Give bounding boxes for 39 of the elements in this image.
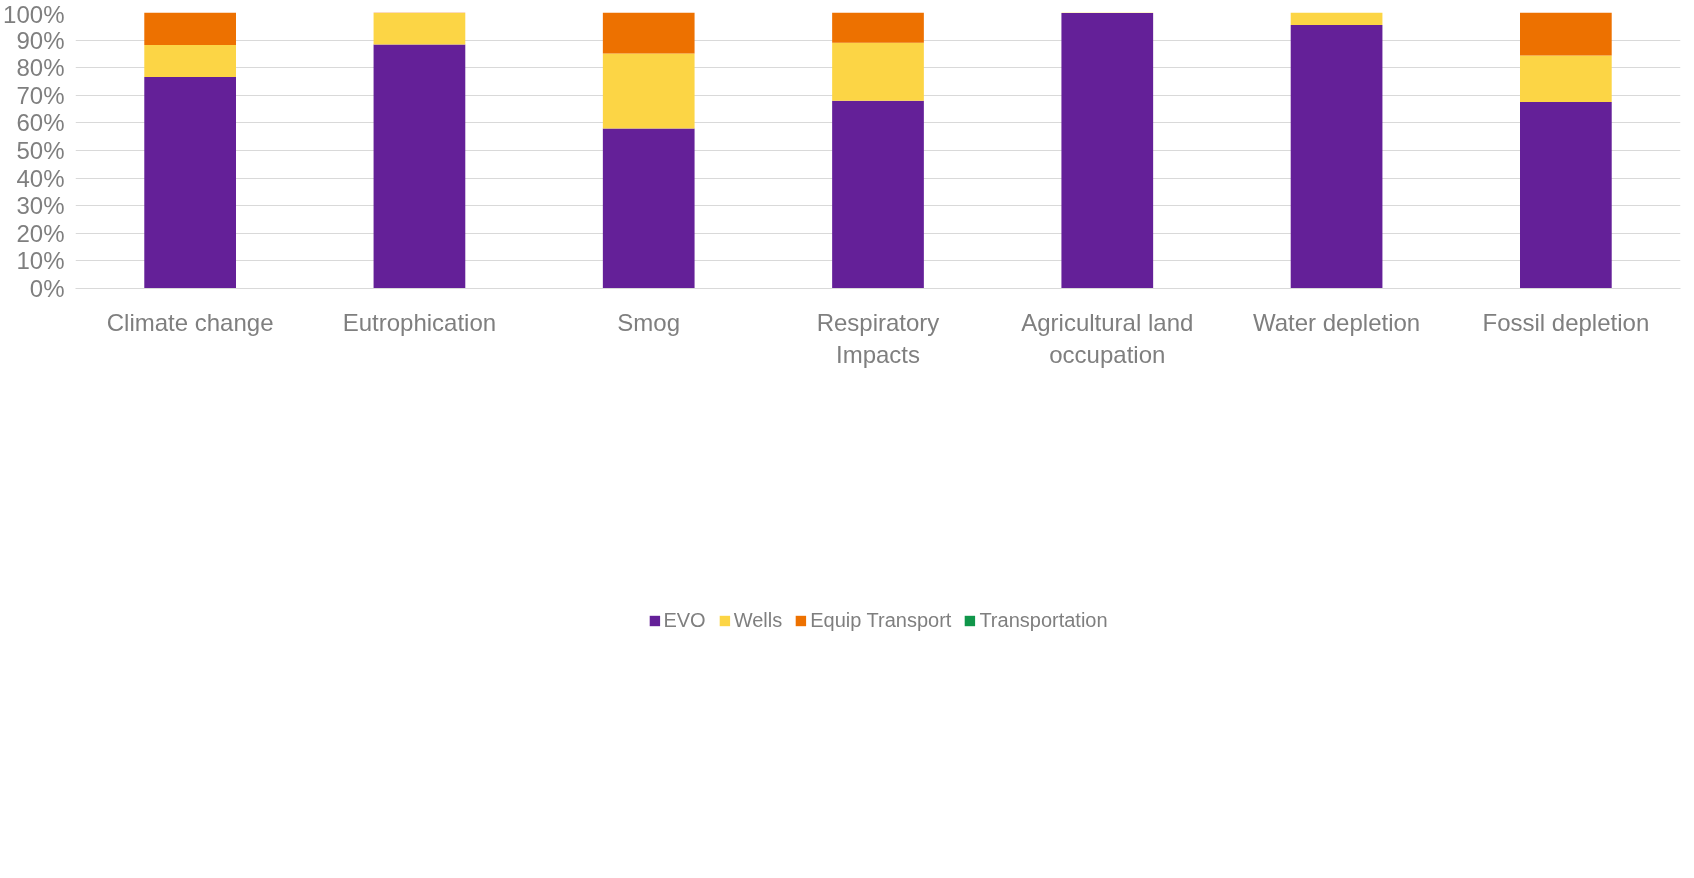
bar [832, 12, 924, 43]
legend-label: Transportation [979, 608, 1108, 632]
bar [144, 12, 236, 46]
y-tick-label: 70% [16, 81, 65, 109]
legend-label: Wells [733, 608, 783, 632]
bar [1520, 55, 1612, 102]
bar [373, 13, 466, 45]
y-tick-label: 20% [16, 219, 65, 247]
bar [144, 45, 236, 78]
x-tick-label: Eutrophication [342, 308, 497, 336]
y-tick-label: 100% [3, 0, 65, 28]
y-tick-label: 10% [16, 247, 65, 275]
y-tick-label: 80% [16, 54, 65, 82]
bar [602, 53, 695, 129]
bar [1520, 101, 1612, 289]
x-tick-label: Agricultural land occupation [1021, 308, 1194, 368]
x-tick-label: Fossil depletion [1482, 308, 1650, 336]
bar [1290, 24, 1383, 289]
x-tick-label: Respiratory Impacts [816, 308, 940, 368]
y-tick-label: 40% [16, 164, 65, 192]
x-tick-label: Smog [617, 308, 681, 336]
y-tick-label: 90% [16, 26, 65, 54]
y-tick-label: 0% [29, 275, 65, 302]
bar [1061, 13, 1154, 289]
bar [144, 77, 236, 289]
legend-label: EVO [663, 608, 706, 632]
x-tick-label: Water depletion [1252, 308, 1421, 336]
bar [602, 128, 695, 289]
bar [1520, 12, 1612, 56]
y-tick-label: 50% [16, 137, 65, 164]
bar [602, 12, 695, 54]
x-tick-label: Climate change [106, 308, 274, 336]
bar [1290, 12, 1383, 25]
legend-label: Equip Transport [810, 608, 952, 632]
y-tick-label: 30% [16, 192, 65, 220]
bar [832, 42, 924, 101]
bar [373, 44, 466, 289]
y-tick-label: 60% [16, 109, 65, 137]
bar [832, 100, 924, 289]
